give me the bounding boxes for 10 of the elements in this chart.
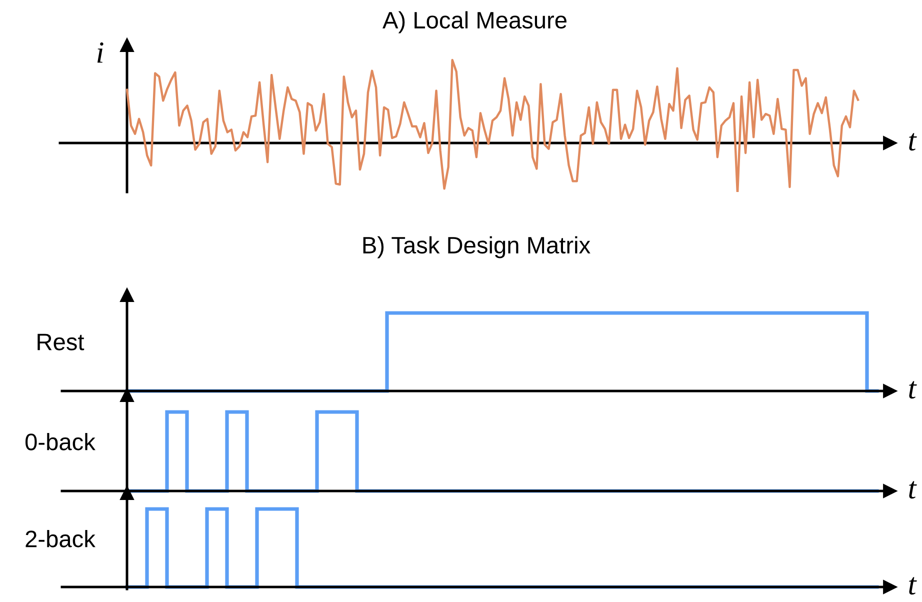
y-axis-title: Rest (38, 334, 84, 350)
x-axis-title: t (909, 577, 917, 595)
x-axis-title: t (909, 381, 917, 399)
y-axis-title: 2-back (26, 530, 96, 548)
y-axis-title: i (97, 42, 104, 63)
x-axis-title: t (909, 133, 917, 151)
chart-title: B) Task Design Matrix (363, 236, 590, 258)
x-axis-title: t (909, 481, 917, 499)
chart-title: A) Local Measure (382, 11, 566, 34)
y-axis-title: 0-back (25, 432, 96, 450)
